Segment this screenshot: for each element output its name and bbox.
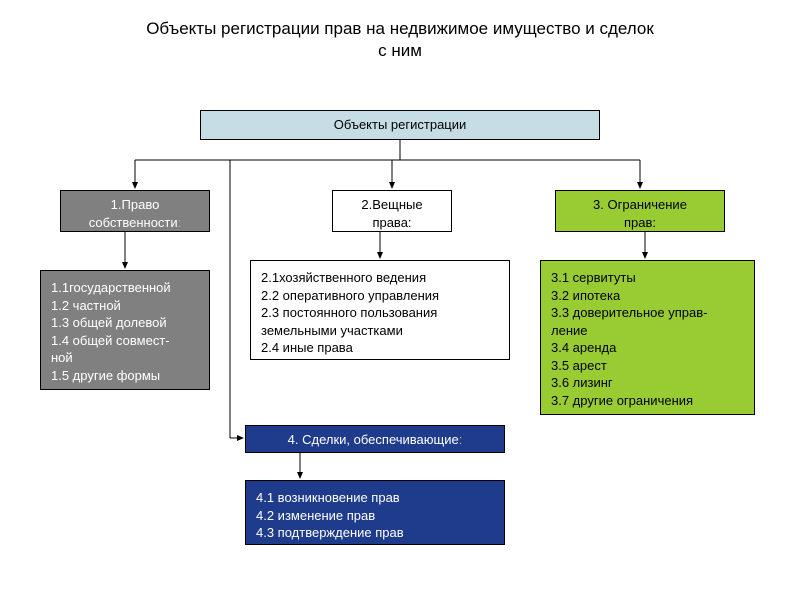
col4-item: 4.3 подтверждение прав [256,524,494,542]
col1-item: ной [51,349,199,367]
col3-item: 3.6 лизинг [551,374,744,392]
col3-item: ление [551,322,744,340]
col4-body: 4.1 возникновение прав 4.2 изменение пра… [245,480,505,545]
col1-header: 1.Право собственности: [60,190,210,232]
col4-item: 4.2 изменение прав [256,507,494,525]
col2-header-l2: права: [372,215,411,230]
col3-header-l2: прав: [624,215,656,230]
page-title: Объекты регистрации прав на недвижимое и… [0,0,800,62]
root-label: Объекты регистрации [334,117,467,132]
col1-body: 1.1государственной 1.2 частной 1.3 общей… [40,270,210,390]
col3-item: 3.4 аренда [551,339,744,357]
col2-item: 2.1хозяйственного ведения [261,269,499,287]
title-line2: с ним [378,41,422,60]
col4-item: 4.1 возникновение прав [256,489,494,507]
col1-header-l2: собственности [89,215,178,230]
col3-item: 3.1 сервитуты [551,269,744,287]
col1-header-l1: 1.Право [111,197,160,212]
col3-item: 3.5 арест [551,357,744,375]
col1-item: 1.3 общей долевой [51,314,199,332]
title-line1: Объекты регистрации прав на недвижимое и… [146,19,654,38]
col3-header: 3. Ограничение прав: [555,190,725,232]
root-node: Объекты регистрации [200,110,600,140]
col3-item: 3.3 доверительное управ- [551,304,744,322]
col1-item: 1.1государственной [51,279,199,297]
col2-body: 2.1хозяйственного ведения 2.2 оперативно… [250,260,510,360]
col2-item: земельными участками [261,322,499,340]
col2-header: 2.Вещные права: [332,190,452,232]
col2-item: 2.4 иные права [261,339,499,357]
col3-header-l1: 3. Ограничение [593,197,687,212]
col1-item: 1.4 общей совмест- [51,332,199,350]
col4-header-label: 4. Сделки, обеспечивающие [288,432,459,447]
col2-header-l1: 2.Вещные [361,197,422,212]
col1-item: 1.2 частной [51,297,199,315]
col4-colon: : [459,432,463,447]
col3-item: 3.7 другие ограничения [551,392,744,410]
col2-item: 2.2 оперативного управления [261,287,499,305]
col4-header: 4. Сделки, обеспечивающие: [245,425,505,453]
col1-item: 1.5 другие формы [51,367,199,385]
col3-body: 3.1 сервитуты 3.2 ипотека 3.3 доверитель… [540,260,755,415]
col2-item: 2.3 постоянного пользования [261,304,499,322]
col3-item: 3.2 ипотека [551,287,744,305]
col1-colon: : [178,215,182,230]
